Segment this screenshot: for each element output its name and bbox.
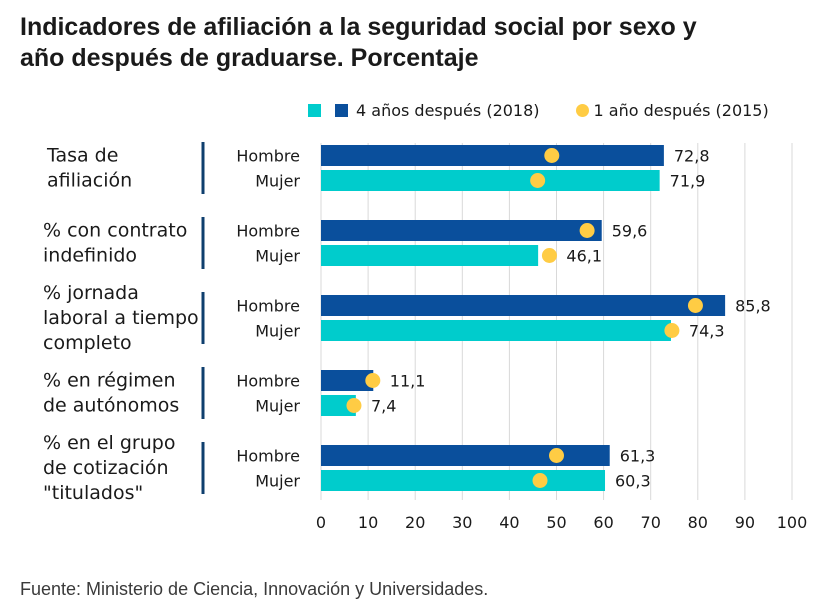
dot-marker [365,373,381,388]
chart-title: Indicadores de afiliación a la seguridad… [20,12,830,74]
bar-mujer [321,170,660,191]
group-label: indefinido [43,245,137,267]
chart-title-line-1: Indicadores de afiliación a la seguridad… [20,13,697,41]
dot-marker [549,448,564,463]
row-label-mujer: Mujer [255,322,300,341]
data-label: 46,1 [566,247,602,266]
group-label: afiliación [47,170,132,192]
chart-title-line-2: año después de graduarse. Porcentaje [20,44,479,72]
bar-mujer [321,470,606,491]
group-label: laboral a tiempo [43,307,199,329]
data-label: 7,4 [371,397,396,416]
row-label-mujer: Mujer [255,397,300,416]
group-label: completo [43,332,132,354]
group-label: Tasa de [46,145,118,167]
dot-marker [532,473,548,488]
data-label: 85,8 [735,297,771,316]
dot-marker [687,298,703,313]
legend-label-dot: 1 año después (2015) [593,100,769,120]
row-label-hombre: Hombre [236,372,300,391]
dot-marker [530,173,546,188]
legend-label-hombre: 4 años después (2018) [356,100,540,120]
bar-hombre [321,370,374,391]
group-label: de cotización [43,457,169,479]
dot-marker [346,398,362,413]
x-tick-label: 100 [777,513,808,532]
legend-dot-marker [575,103,589,117]
group-label: % con contrato [43,220,187,242]
group-label: "titulados" [43,482,143,504]
row-label-hombre: Hombre [236,147,300,166]
data-label: 61,3 [620,447,656,466]
data-label: 74,3 [689,322,725,341]
x-tick-label: 30 [452,513,472,532]
x-tick-label: 80 [688,513,708,532]
row-label-mujer: Mujer [255,247,300,266]
row-label-mujer: Mujer [255,172,300,191]
data-label: 59,6 [612,222,648,241]
bar-hombre [321,220,602,241]
x-tick-label: 70 [641,513,661,532]
row-label-mujer: Mujer [255,472,300,491]
data-label: 72,8 [674,147,710,166]
source-note: Fuente: Ministerio de Ciencia, Innovació… [20,579,489,599]
bar-hombre [321,295,726,316]
legend-swatch-mujer [308,103,321,117]
x-tick-label: 40 [499,513,519,532]
data-label: 11,1 [390,372,426,391]
row-label-hombre: Hombre [236,447,300,466]
x-tick-label: 20 [405,513,425,532]
x-tick-label: 90 [735,513,755,532]
x-tick-label: 60 [593,513,613,532]
bar-mujer [321,245,539,266]
dot-marker [664,323,680,338]
group-label: % en régimen [43,370,176,392]
data-label: 71,9 [670,172,706,191]
x-tick-label: 10 [358,513,378,532]
dot-marker [579,223,595,238]
group-label: de autónomos [43,395,179,417]
bar-hombre [321,445,610,466]
chart-legend: 4 años después (2018) 1 año después (201… [308,98,769,122]
bar-mujer [321,320,671,341]
row-label-hombre: Hombre [236,222,300,241]
bar-chart: 0 10 20 30 40 50 60 70 80 90 100 Tasa de afiliación H… [43,142,808,532]
x-tick-label: 0 [316,513,326,532]
dot-marker [541,248,557,263]
group-label: % jornada [43,282,139,304]
data-label: 60,3 [615,472,651,491]
group-label: % en el grupo [43,432,175,454]
dot-marker [544,148,560,163]
x-tick-label: 50 [546,513,566,532]
bar-hombre [321,145,664,166]
row-label-hombre: Hombre [236,297,300,316]
legend-swatch-hombre [335,103,348,117]
bar-mujer [321,395,356,416]
